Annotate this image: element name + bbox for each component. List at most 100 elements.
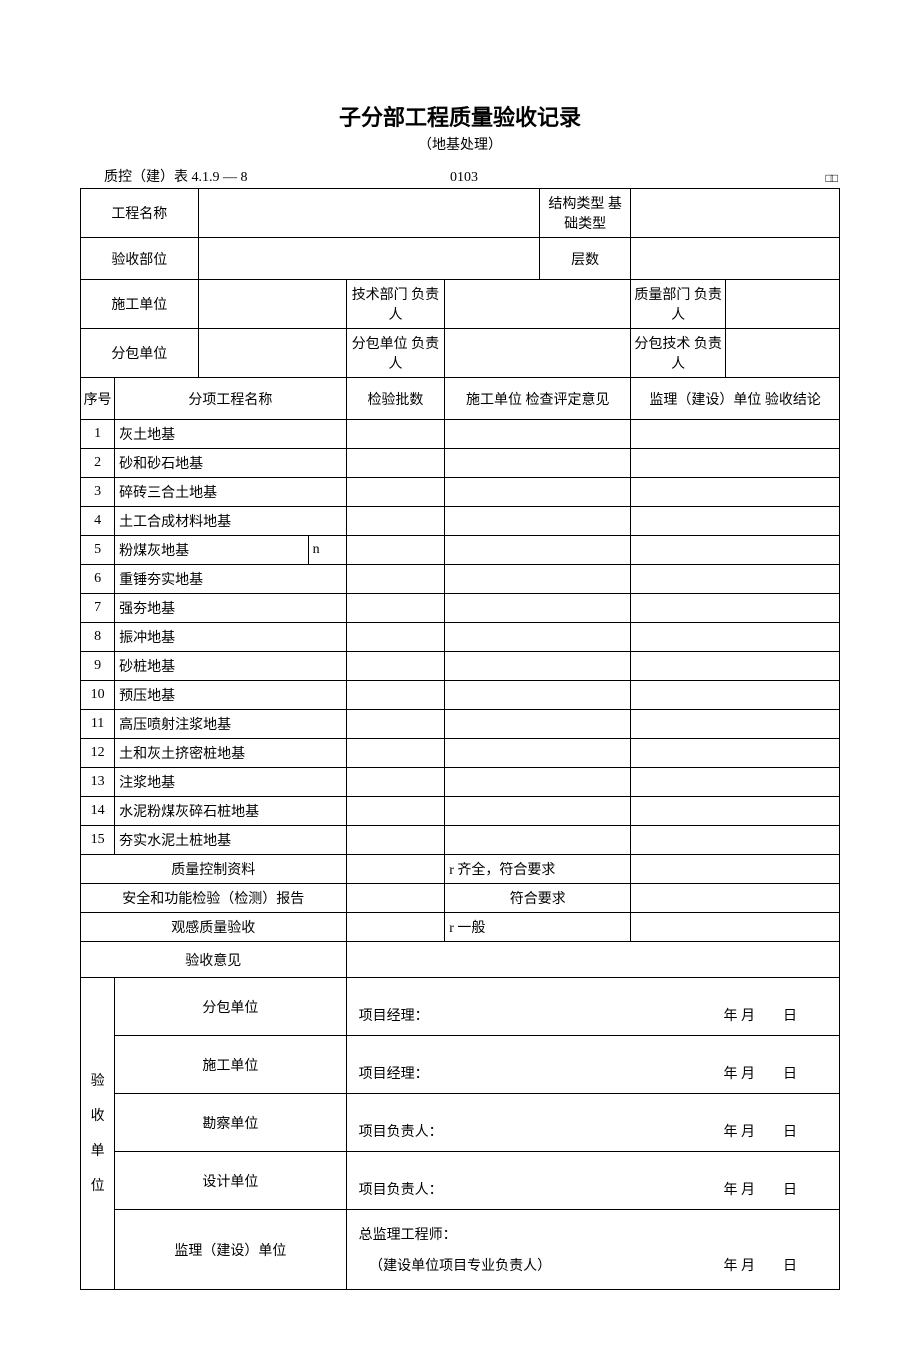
opinion-cell[interactable] bbox=[445, 681, 631, 710]
conclusion-cell[interactable] bbox=[631, 797, 840, 826]
seq-cell: 13 bbox=[81, 768, 115, 797]
subcontractor-leader-value[interactable] bbox=[445, 329, 631, 378]
quality-control-conclusion[interactable] bbox=[631, 855, 840, 884]
safety-function-value: 符合要求 bbox=[445, 884, 631, 913]
batch-cell[interactable] bbox=[346, 594, 445, 623]
table-row: 7 强夯地基 bbox=[81, 594, 840, 623]
opinion-cell[interactable] bbox=[445, 826, 631, 855]
opinion-cell[interactable] bbox=[445, 739, 631, 768]
conclusion-cell[interactable] bbox=[631, 594, 840, 623]
batch-cell[interactable] bbox=[346, 623, 445, 652]
quality-dept-leader-label: 质量部门 负责人 bbox=[631, 280, 726, 329]
batch-cell[interactable] bbox=[346, 420, 445, 449]
conclusion-cell[interactable] bbox=[631, 565, 840, 594]
table-row: 5 粉煤灰地基 n bbox=[81, 536, 840, 565]
subcontractor-tech-leader-value[interactable] bbox=[726, 329, 840, 378]
batch-cell[interactable] bbox=[346, 478, 445, 507]
batch-cell[interactable] bbox=[346, 507, 445, 536]
conclusion-cell[interactable] bbox=[631, 739, 840, 768]
structure-type-value[interactable] bbox=[631, 189, 840, 238]
opinion-cell[interactable] bbox=[445, 652, 631, 681]
design-sig-value[interactable]: 项目负责人： 年 月 日 bbox=[346, 1152, 839, 1210]
acceptance-part-label: 验收部位 bbox=[81, 238, 199, 280]
batch-cell[interactable] bbox=[346, 449, 445, 478]
quality-dept-leader-value[interactable] bbox=[726, 280, 840, 329]
visual-quality-batch[interactable] bbox=[346, 913, 445, 942]
seq-cell: 15 bbox=[81, 826, 115, 855]
batch-cell[interactable] bbox=[346, 536, 445, 565]
opinion-cell[interactable] bbox=[445, 768, 631, 797]
construction-unit-value[interactable] bbox=[198, 280, 346, 329]
subcontractor-leader-label: 分包单位 负责人 bbox=[346, 329, 445, 378]
batch-cell[interactable] bbox=[346, 652, 445, 681]
batch-cell[interactable] bbox=[346, 710, 445, 739]
conclusion-cell[interactable] bbox=[631, 623, 840, 652]
safety-function-conclusion[interactable] bbox=[631, 884, 840, 913]
item-name-cell: 灰土地基 bbox=[115, 420, 346, 449]
project-name-value[interactable] bbox=[198, 189, 540, 238]
acceptance-opinion-value[interactable] bbox=[346, 942, 839, 978]
opinion-cell[interactable] bbox=[445, 565, 631, 594]
item-name-cell: 夯实水泥土桩地基 bbox=[115, 826, 346, 855]
visual-quality-conclusion[interactable] bbox=[631, 913, 840, 942]
opinion-cell[interactable] bbox=[445, 594, 631, 623]
doc-number: 0103 bbox=[450, 170, 478, 186]
conclusion-cell[interactable] bbox=[631, 826, 840, 855]
table-row: 13 注浆地基 bbox=[81, 768, 840, 797]
opinion-cell[interactable] bbox=[445, 449, 631, 478]
conclusion-cell[interactable] bbox=[631, 681, 840, 710]
item-name-header: 分项工程名称 bbox=[115, 378, 346, 420]
item-name-cell: 强夯地基 bbox=[115, 594, 346, 623]
subcontractor-label: 分包单位 bbox=[81, 329, 199, 378]
conclusion-cell[interactable] bbox=[631, 768, 840, 797]
inspection-batch-header: 检验批数 bbox=[346, 378, 445, 420]
conclusion-cell[interactable] bbox=[631, 507, 840, 536]
summary-row: 质量控制资料 r 齐全，符合要求 bbox=[81, 855, 840, 884]
seq-cell: 9 bbox=[81, 652, 115, 681]
quality-control-label: 质量控制资料 bbox=[81, 855, 347, 884]
table-row: 8 振冲地基 bbox=[81, 623, 840, 652]
batch-cell[interactable] bbox=[346, 565, 445, 594]
conclusion-cell[interactable] bbox=[631, 536, 840, 565]
seq-cell: 3 bbox=[81, 478, 115, 507]
item-name-cell: 振冲地基 bbox=[115, 623, 346, 652]
checkbox-indicator: □□ bbox=[826, 171, 837, 186]
opinion-cell[interactable] bbox=[445, 420, 631, 449]
batch-cell[interactable] bbox=[346, 739, 445, 768]
document-title: 子分部工程质量验收记录 bbox=[80, 100, 840, 132]
conclusion-cell[interactable] bbox=[631, 478, 840, 507]
signature-row: 设计单位 项目负责人： 年 月 日 bbox=[81, 1152, 840, 1210]
table-row: 1 灰土地基 bbox=[81, 420, 840, 449]
opinion-cell[interactable] bbox=[445, 710, 631, 739]
batch-cell[interactable] bbox=[346, 826, 445, 855]
signature-row: 监理（建设）单位 总监理工程师： （建设单位项目专业负责人） 年 月 日 bbox=[81, 1210, 840, 1290]
conclusion-cell[interactable] bbox=[631, 652, 840, 681]
batch-cell[interactable] bbox=[346, 681, 445, 710]
subcontractor-value[interactable] bbox=[198, 329, 346, 378]
table-row: 9 砂桩地基 bbox=[81, 652, 840, 681]
opinion-cell[interactable] bbox=[445, 478, 631, 507]
acceptance-part-value[interactable] bbox=[198, 238, 540, 280]
quality-control-value: r 齐全，符合要求 bbox=[445, 855, 631, 884]
seq-cell: 1 bbox=[81, 420, 115, 449]
batch-cell[interactable] bbox=[346, 797, 445, 826]
floors-value[interactable] bbox=[631, 238, 840, 280]
opinion-cell[interactable] bbox=[445, 536, 631, 565]
survey-sig-value[interactable]: 项目负责人： 年 月 日 bbox=[346, 1094, 839, 1152]
subcontractor-sig-value[interactable]: 项目经理： 年 月 日 bbox=[346, 978, 839, 1036]
opinion-cell[interactable] bbox=[445, 507, 631, 536]
table-row: 2 砂和砂石地基 bbox=[81, 449, 840, 478]
batch-cell[interactable] bbox=[346, 768, 445, 797]
opinion-cell[interactable] bbox=[445, 797, 631, 826]
conclusion-cell[interactable] bbox=[631, 449, 840, 478]
table-row: 6 重锤夯实地基 bbox=[81, 565, 840, 594]
construction-sig-value[interactable]: 项目经理： 年 月 日 bbox=[346, 1036, 839, 1094]
safety-function-batch[interactable] bbox=[346, 884, 445, 913]
opinion-cell[interactable] bbox=[445, 623, 631, 652]
tech-dept-leader-value[interactable] bbox=[445, 280, 631, 329]
supervision-sig-value[interactable]: 总监理工程师： （建设单位项目专业负责人） 年 月 日 bbox=[346, 1210, 839, 1290]
quality-control-batch[interactable] bbox=[346, 855, 445, 884]
main-table: 工程名称 结构类型 基础类型 验收部位 层数 施工单位 技术部门 负责人 质量部… bbox=[80, 188, 840, 1290]
conclusion-cell[interactable] bbox=[631, 420, 840, 449]
conclusion-cell[interactable] bbox=[631, 710, 840, 739]
